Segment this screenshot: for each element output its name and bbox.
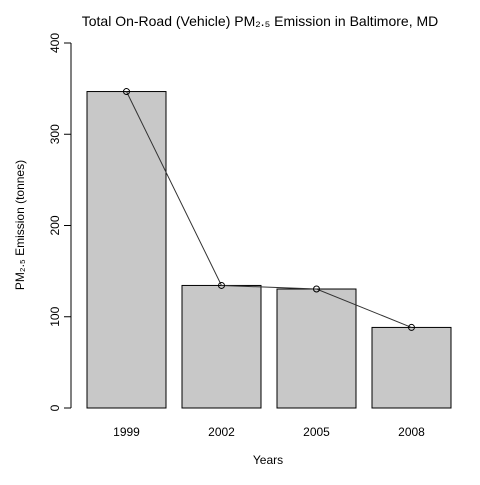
x-tick-label: 2002 (208, 425, 235, 439)
y-tick-label: 0 (48, 404, 62, 411)
y-axis-label: PM₂.₅ Emission (tonnes) (13, 160, 27, 290)
chart-title: Total On-Road (Vehicle) PM₂.₅ Emission i… (82, 13, 439, 29)
x-tick-label: 2008 (398, 425, 425, 439)
data-point-2005 (313, 285, 320, 293)
y-tick-label: 300 (48, 124, 62, 144)
plot-area: 0 100 200 300 400 1999 2002 2005 2008 (48, 33, 452, 439)
bar-2008 (371, 326, 452, 409)
bar-1999 (86, 91, 167, 409)
trend-line (126, 91, 412, 328)
x-tick-label: 2005 (303, 425, 330, 439)
x-axis-label: Years (253, 453, 283, 467)
bar-2005 (276, 288, 357, 409)
data-point-1999 (123, 88, 130, 96)
y-tick-label: 400 (48, 33, 62, 53)
data-point-2008 (408, 323, 415, 331)
bar-2002 (181, 284, 262, 409)
x-tick-label: 1999 (113, 425, 140, 439)
y-tick-label: 200 (48, 215, 62, 235)
y-tick-label: 100 (48, 306, 62, 326)
data-point-2002 (218, 281, 225, 289)
